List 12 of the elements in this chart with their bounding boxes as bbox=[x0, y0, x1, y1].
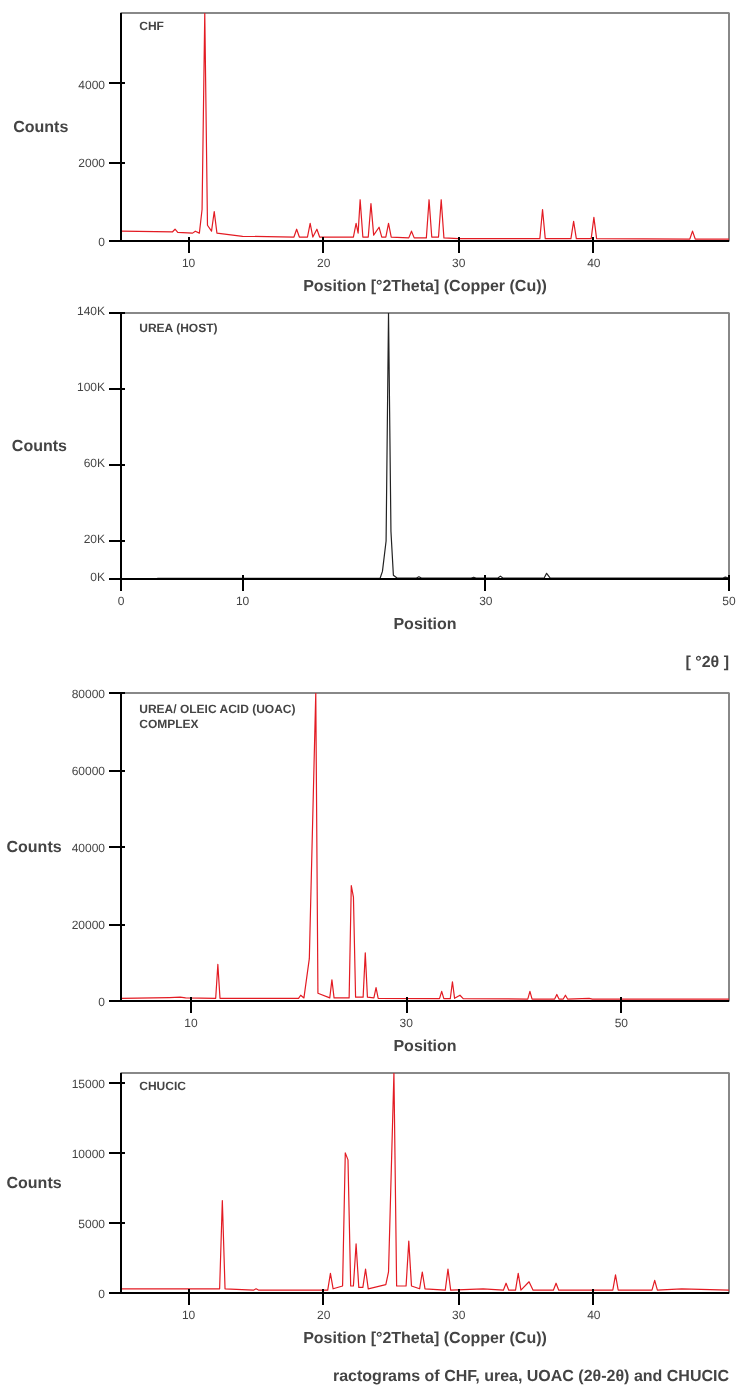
y-axis-title: Counts bbox=[11, 437, 69, 455]
text: [ °2θ ] bbox=[685, 653, 730, 671]
x-axis-title: Position bbox=[393, 1037, 457, 1055]
line-series bbox=[121, 1073, 729, 1291]
x-axis-title: Position bbox=[393, 615, 457, 633]
x-axis-title: Position [°2Theta] (Copper (Cu)) bbox=[303, 1329, 548, 1347]
y-axis-title: Counts bbox=[6, 1174, 63, 1192]
y-axis-title: Counts bbox=[6, 838, 63, 856]
text: ractograms of CHF, urea, UOAC (2θ-2θ) and CHUCIC bbox=[332, 1367, 730, 1385]
x-axis-title: Position [°2Theta] (Copper (Cu)) bbox=[303, 277, 548, 295]
line-series bbox=[121, 13, 729, 240]
y-axis-title: Counts bbox=[13, 118, 70, 136]
